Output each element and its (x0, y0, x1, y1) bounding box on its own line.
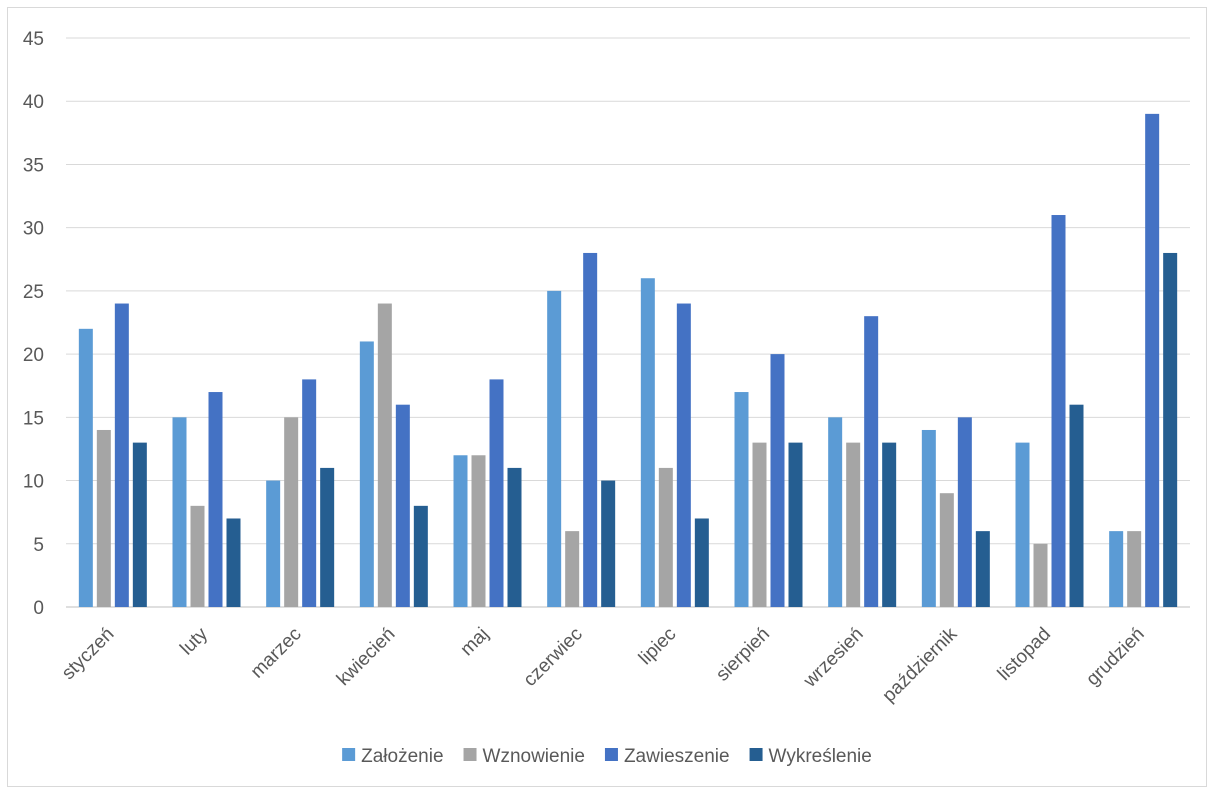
x-tick-label: maj (457, 624, 494, 661)
bar-Wznowienie-sierpień (752, 442, 767, 607)
legend-swatch (604, 748, 618, 761)
bar-Wykreślenie-czerwiec (601, 480, 616, 607)
legend-swatch (749, 748, 763, 761)
bar-Założenie-październik (921, 429, 936, 607)
x-tick-label: wrzesień (799, 624, 868, 693)
bar-Założenie-luty (172, 417, 187, 607)
x-tick-label: grudzień (1082, 624, 1148, 690)
bars (78, 113, 1178, 607)
y-axis-tick-labels: 0 5 10 15 20 25 30 35 40 45 (23, 29, 44, 619)
bar-Wznowienie-marzec (284, 417, 299, 607)
bar-Zawieszenie-luty (208, 392, 223, 607)
bar-Wykreślenie-listopad (1069, 404, 1084, 607)
bar-Założenie-sierpień (734, 392, 749, 607)
bar-Wznowienie-październik (939, 493, 954, 607)
x-tick-label: kwiecień (333, 624, 399, 690)
bar-Wykreślenie-grudzień (1163, 252, 1178, 607)
y-tick-label: 10 (23, 472, 44, 493)
bar-Zawieszenie-maj (489, 379, 504, 607)
bar-Założenie-czerwiec (547, 290, 562, 607)
bar-Zawieszenie-lipiec (676, 303, 691, 607)
bar-Zawieszenie-listopad (1051, 215, 1066, 607)
bar-Wykreślenie-styczeń (132, 442, 147, 607)
legend: Założenie Wznowienie Zawieszenie Wykreśleni… (342, 746, 872, 767)
x-tick-label: listopad (994, 624, 1055, 685)
bar-Założenie-maj (453, 455, 468, 607)
bar-Wznowienie-luty (190, 505, 205, 607)
bar-Wykreślenie-wrzesień (882, 442, 897, 607)
legend-swatch (463, 748, 477, 761)
y-tick-label: 25 (23, 282, 44, 303)
legend-label: Wznowienie (483, 746, 585, 767)
x-tick-label: lipiec (635, 624, 680, 669)
bar-Wznowienie-styczeń (96, 429, 111, 607)
y-tick-label: 0 (33, 598, 44, 619)
bar-Wykreślenie-październik (975, 531, 990, 607)
y-tick-label: 15 (23, 408, 44, 429)
y-tick-label: 30 (23, 219, 44, 240)
y-tick-label: 45 (23, 29, 44, 50)
y-tick-label: 40 (23, 92, 44, 113)
bar-Zawieszenie-październik (957, 417, 972, 607)
legend-label: Założenie (361, 746, 443, 767)
bar-Zawieszenie-wrzesień (864, 316, 879, 607)
legend-label: Zawieszenie (624, 746, 730, 767)
x-tick-label: marzec (247, 624, 306, 683)
bar-Założenie-marzec (266, 480, 281, 607)
x-tick-label: czerwiec (520, 624, 587, 691)
bar-Założenie-listopad (1015, 442, 1030, 607)
bar-Wykreślenie-marzec (320, 467, 335, 607)
bar-Wykreślenie-luty (226, 518, 241, 607)
bar-Wykreślenie-sierpień (788, 442, 803, 607)
bar-Założenie-grudzień (1109, 531, 1124, 607)
x-tick-label: styczeń (58, 624, 118, 684)
y-tick-label: 5 (33, 535, 44, 556)
bar-Wznowienie-grudzień (1127, 531, 1142, 607)
legend-label: Wykreślenie (769, 746, 872, 767)
bar-Zawieszenie-kwiecień (395, 404, 410, 607)
bar-Wznowienie-kwiecień (377, 303, 392, 607)
bar-Wznowienie-maj (471, 455, 486, 607)
bar-Wznowienie-czerwiec (565, 531, 580, 607)
x-tick-label: luty (176, 623, 212, 659)
bar-Założenie-lipiec (640, 278, 655, 607)
bar-Zawieszenie-styczeń (114, 303, 129, 607)
bar-Wykreślenie-kwiecień (413, 505, 428, 607)
bar-Wykreślenie-maj (507, 467, 522, 607)
bar-Zawieszenie-sierpień (770, 354, 785, 607)
bar-Założenie-wrzesień (828, 417, 843, 607)
bar-Zawieszenie-czerwiec (583, 252, 598, 607)
legend-swatch (342, 748, 356, 761)
gridlines (66, 37, 1190, 608)
x-axis-tick-labels: styczeń luty marzec kwiecień maj czerwiec lipi… (58, 623, 1149, 706)
bar-Wznowienie-wrzesień (846, 442, 861, 607)
y-tick-label: 20 (23, 345, 44, 366)
bar-Wznowienie-listopad (1033, 543, 1048, 607)
bar-Zawieszenie-marzec (302, 379, 317, 607)
chart-frame (7, 7, 1207, 787)
x-tick-label: październik (879, 623, 962, 706)
bar-Wykreślenie-lipiec (694, 518, 709, 607)
y-tick-label: 35 (23, 155, 44, 176)
bar-Założenie-kwiecień (359, 341, 374, 607)
bar-Wznowienie-lipiec (658, 467, 673, 607)
bar-Zawieszenie-grudzień (1145, 113, 1160, 607)
x-tick-label: sierpień (712, 624, 774, 686)
bar-Założenie-styczeń (78, 328, 93, 607)
